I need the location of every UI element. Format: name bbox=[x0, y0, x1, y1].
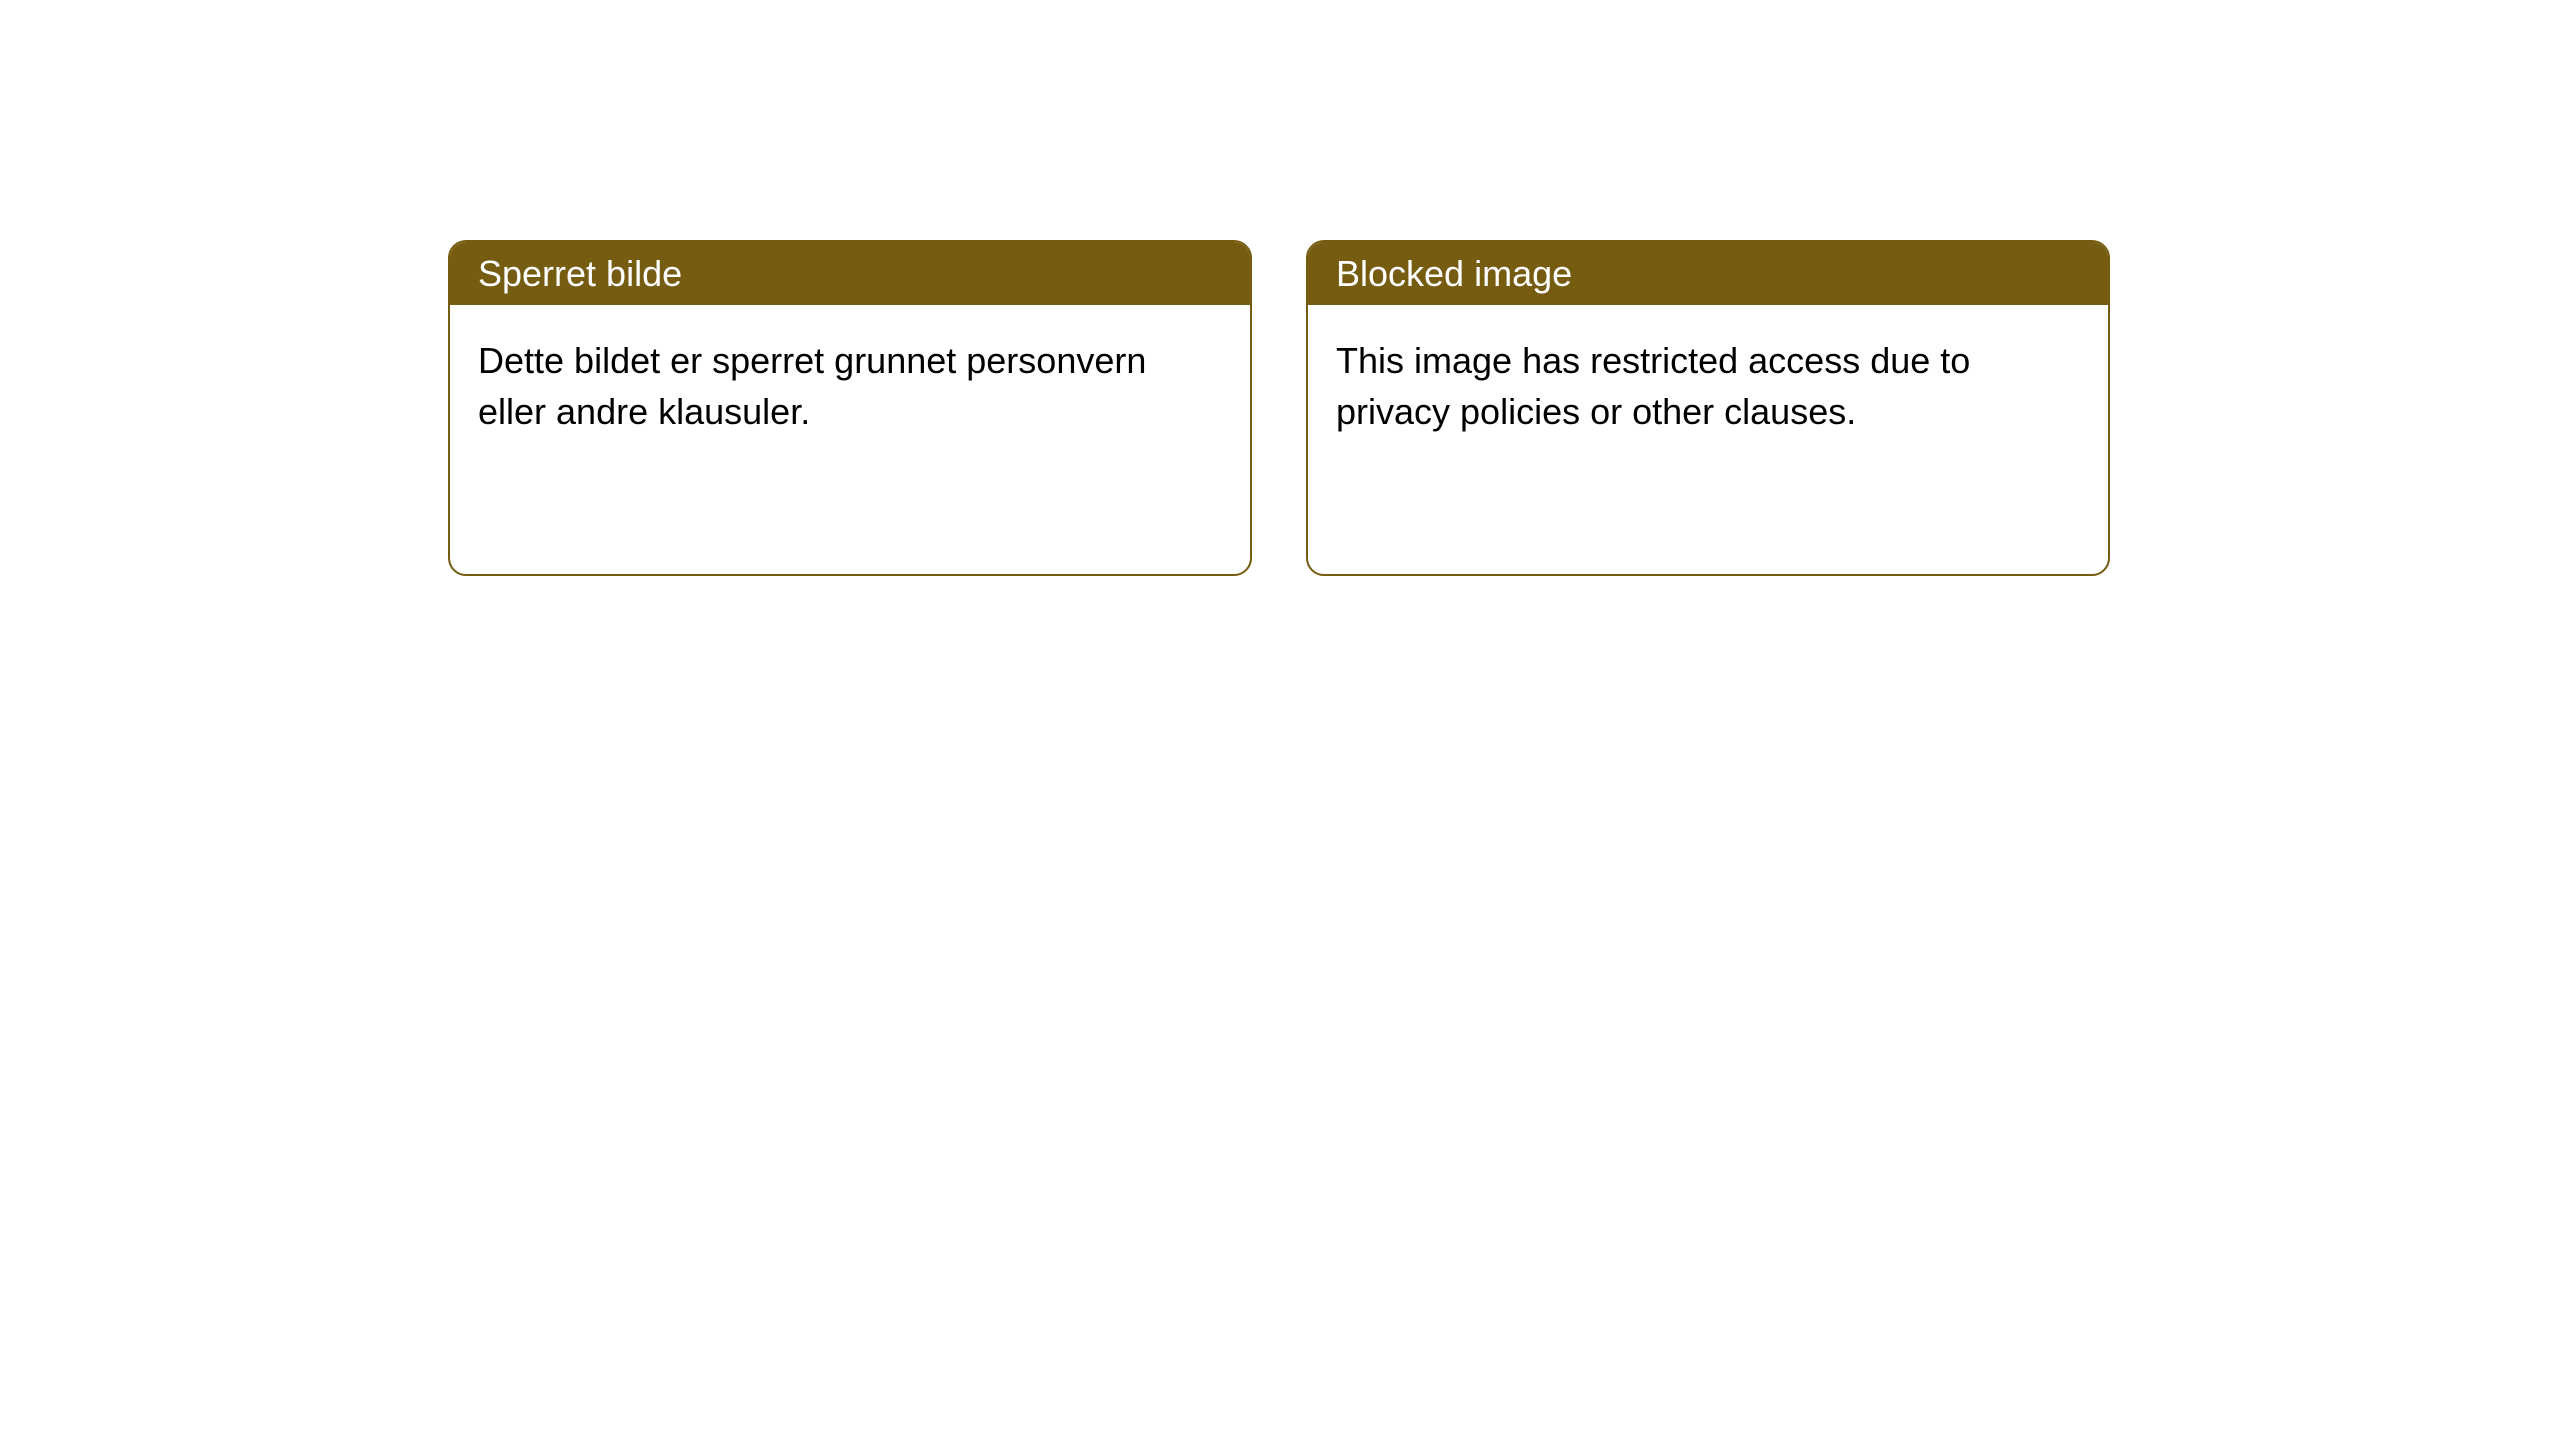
notice-body-norwegian: Dette bildet er sperret grunnet personve… bbox=[450, 305, 1250, 467]
notice-card-english: Blocked image This image has restricted … bbox=[1306, 240, 2110, 576]
notice-header-norwegian: Sperret bilde bbox=[450, 242, 1250, 305]
notice-body-english: This image has restricted access due to … bbox=[1308, 305, 2108, 467]
notice-card-norwegian: Sperret bilde Dette bildet er sperret gr… bbox=[448, 240, 1252, 576]
notice-header-english: Blocked image bbox=[1308, 242, 2108, 305]
notice-container: Sperret bilde Dette bildet er sperret gr… bbox=[0, 0, 2560, 576]
